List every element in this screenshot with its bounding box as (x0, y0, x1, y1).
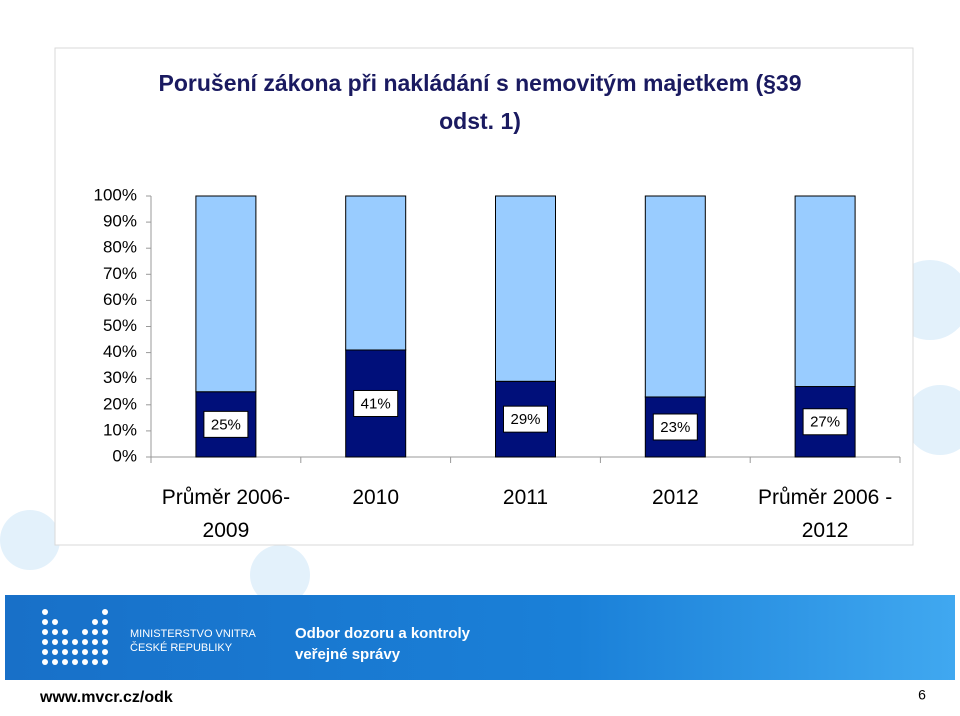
data-label: 25% (211, 416, 241, 433)
page-number: 6 (918, 687, 926, 703)
x-tick-label: 2011 (502, 486, 549, 509)
y-tick-label: 50% (103, 316, 137, 335)
data-label-box (503, 405, 548, 433)
y-tick-label: 30% (103, 368, 137, 387)
y-tick-label: 80% (103, 238, 137, 257)
data-label: 27% (810, 414, 840, 431)
footer-band (5, 595, 955, 680)
x-tick-label: Průměr 2006 - 2012 (757, 486, 893, 542)
department: Odbor dozoru a kontroly (295, 625, 471, 642)
data-label-box (203, 410, 249, 438)
x-tick-label: 2012 (651, 486, 699, 509)
data-label-box (652, 413, 698, 441)
y-tick-label: 70% (103, 264, 137, 283)
y-tick-label: 10% (103, 420, 137, 439)
bar-segment (495, 195, 556, 382)
bar-segment (644, 195, 706, 398)
chart-title: Porušení zákona při nakládání s nemovitý… (158, 70, 802, 134)
y-tick-label: 100% (94, 185, 137, 204)
department: veřejné správy (295, 646, 401, 663)
data-label: 23% (660, 419, 690, 436)
y-tick-label: 40% (103, 342, 137, 361)
bar-segment (794, 195, 856, 388)
data-label: 41% (361, 395, 391, 412)
ministry-name: ČESKÉ REPUBLIKY (130, 641, 233, 654)
x-tick-label: 2010 (352, 486, 400, 509)
url[interactable]: www.mvcr.cz/odk (39, 689, 173, 706)
bar-segment (195, 195, 257, 393)
logo (42, 609, 108, 665)
y-tick-label: 90% (103, 212, 137, 231)
y-tick-label: 0% (112, 446, 137, 465)
data-label: 29% (510, 411, 540, 428)
data-label-box (802, 408, 848, 436)
data-label-box (353, 389, 399, 417)
x-tick-label: Průměr 2006-2009 (161, 486, 291, 542)
y-tick-label: 20% (103, 394, 137, 413)
bar-segment (345, 195, 407, 351)
y-tick-label: 60% (103, 290, 137, 309)
ministry-name: MINISTERSTVO VNITRA (130, 628, 257, 640)
